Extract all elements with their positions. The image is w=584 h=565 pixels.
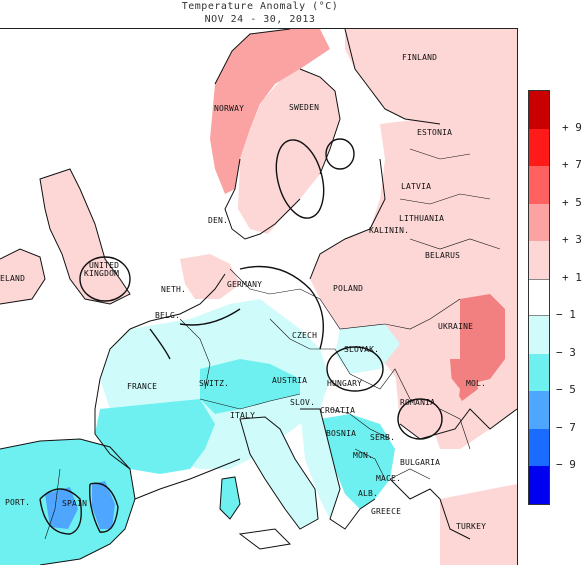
legend-tick-label: + 3 (562, 233, 582, 247)
legend-bin (529, 466, 549, 504)
label-mol: MOL. (466, 379, 487, 388)
label-spain: SPAIN (62, 499, 88, 508)
label-switz: SWITZ. (199, 379, 230, 388)
color-legend (528, 90, 550, 505)
legend-tick-label: + 1 (562, 270, 582, 284)
legend-tick-label: + 9 (562, 120, 582, 134)
map-frame: FINLAND NORWAY SWEDEN ESTONIA LATVIA LIT… (0, 28, 518, 565)
label-germany: GERMANY (227, 280, 263, 289)
map-date-range: NOV 24 - 30, 2013 (204, 14, 316, 25)
legend-bin (529, 241, 549, 279)
legend-bin (529, 391, 549, 429)
legend-bin (529, 316, 549, 354)
legend-tick-label: − 1 (556, 308, 576, 322)
label-slovak: SLOVAK. (344, 345, 380, 354)
label-italy: ITALY (230, 411, 256, 420)
coastlines (0, 29, 517, 565)
legend-bin (529, 128, 549, 167)
legend-bin (529, 428, 549, 467)
label-lithuania: LITHUANIA (399, 214, 445, 223)
anomaly-contours (39, 138, 443, 535)
label-alb: ALB. (358, 489, 379, 498)
label-hungary: HUNGARY (327, 379, 363, 388)
label-czech: CZECH (292, 331, 318, 340)
label-mon: MON. (353, 451, 374, 460)
label-bosnia: BOSNIA (326, 429, 357, 438)
label-turkey: TURKEY (456, 522, 487, 531)
label-serb: SERB. (370, 433, 396, 442)
label-romania: ROMANIA (400, 398, 436, 407)
legend-bin (529, 91, 549, 129)
map-title: Temperature Anomaly (°C) (181, 1, 339, 12)
norway-light-region (238, 69, 340, 234)
label-norway: NORWAY (214, 104, 245, 113)
label-kalinin: KALININ. (369, 226, 410, 235)
label-estonia: ESTONIA (417, 128, 453, 137)
legend-bin (529, 166, 549, 204)
label-ireland: ELAND (0, 274, 26, 283)
italy-cold-region (240, 417, 318, 529)
label-mace: MACE. (376, 474, 402, 483)
anomaly-map (0, 29, 517, 565)
label-finland: FINLAND (402, 53, 438, 62)
legend-bin (529, 353, 549, 392)
label-belarus: BELARUS (425, 251, 461, 260)
france-cold-region (95, 399, 215, 474)
label-france: FRANCE (127, 382, 158, 391)
alps-cold-region (200, 359, 300, 414)
romania-warm-region (395, 364, 460, 439)
label-poland: POLAND (333, 284, 364, 293)
legend-bin (529, 203, 549, 242)
legend-tick-label: − 3 (556, 345, 576, 359)
atlantic-warm-region (55, 179, 85, 219)
label-austria: AUSTRIA (272, 376, 308, 385)
legend-tick-label: − 7 (556, 420, 576, 434)
spain-strong-cold-region (45, 487, 78, 529)
label-port: PORT. (5, 498, 31, 507)
legend-bin (529, 278, 549, 317)
label-greece: GREECE (371, 507, 402, 516)
legend-tick-label: − 9 (556, 458, 576, 472)
legend-tick-label: + 5 (562, 195, 582, 209)
turkey-warm-region (440, 484, 517, 565)
north-germany-warm-region (180, 254, 240, 299)
label-croatia: CROATIA (320, 406, 356, 415)
label-slov: SLOV. (290, 398, 316, 407)
label-kingdom: KINGDOM (84, 269, 120, 278)
sardinia-cold-region (220, 477, 240, 519)
label-bulgaria: BULGARIA (400, 458, 441, 467)
label-neth: NETH. (161, 285, 187, 294)
label-belg: BELG. (155, 311, 181, 320)
label-latvia: LATVIA (401, 182, 432, 191)
balkans-cold-region (320, 414, 395, 509)
finland-region (345, 29, 517, 139)
norway-warm-region (210, 29, 330, 194)
label-den: DEN. (208, 216, 229, 225)
spain-strong-cold-region-2 (92, 481, 115, 529)
legend-tick-label: + 7 (562, 158, 582, 172)
adriatic-cold-region (300, 409, 340, 519)
legend-tick-label: − 5 (556, 383, 576, 397)
label-sweden: SWEDEN (289, 103, 320, 112)
label-ukraine: UKRAINE (438, 322, 474, 331)
ireland-warm-region (0, 249, 45, 304)
country-borders (44, 148, 501, 540)
label-united: UNITED (89, 261, 120, 270)
